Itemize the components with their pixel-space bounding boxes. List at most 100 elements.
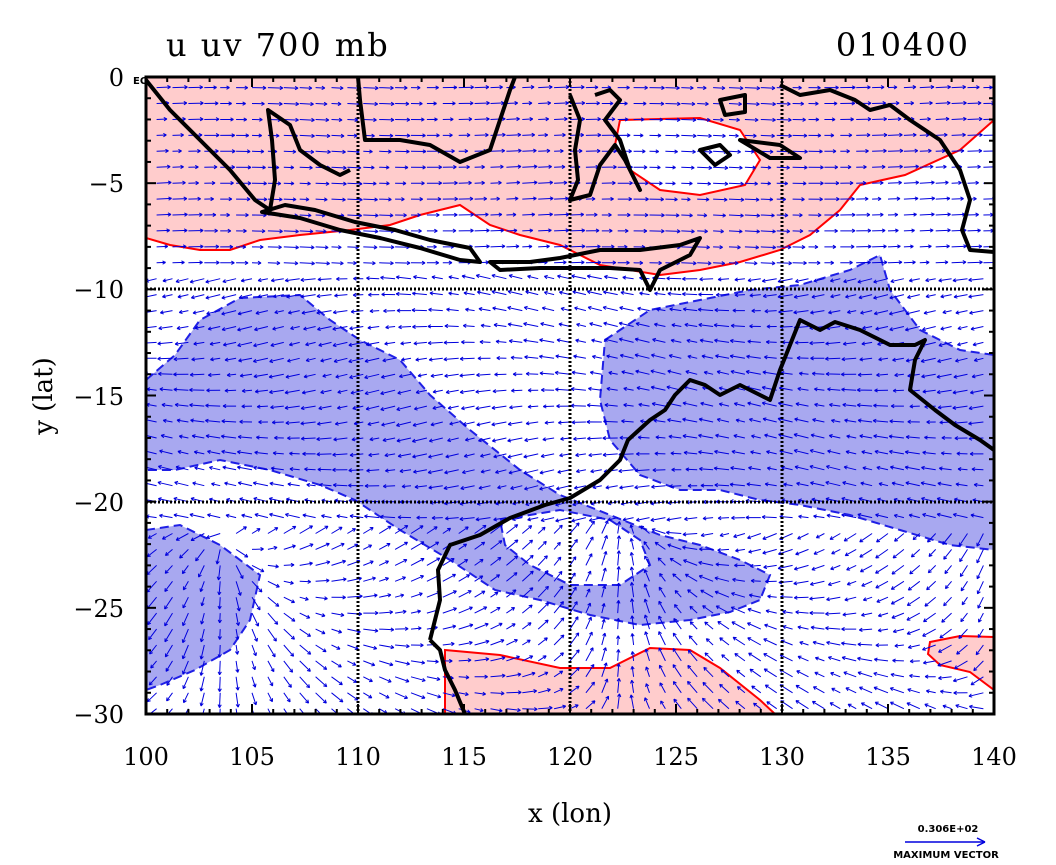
wind-vector [426, 181, 443, 186]
wind-vector [191, 357, 205, 362]
wind-vector [287, 357, 300, 363]
wind-vector [643, 614, 650, 630]
wind-vector [715, 433, 730, 439]
wind-vector [379, 245, 395, 250]
wind-vector [395, 85, 408, 90]
wind-vector [623, 403, 634, 408]
wind-vector [704, 621, 714, 630]
wind-vector [831, 548, 841, 555]
wind-vector [573, 354, 586, 359]
wind-vector [315, 229, 327, 234]
wind-vector [463, 291, 475, 296]
wind-vector [272, 294, 284, 299]
wind-vector [608, 370, 618, 376]
wind-vector [537, 585, 549, 598]
wind-vector [924, 435, 936, 440]
x-tick-label: 130 [759, 743, 805, 771]
wind-vector [537, 637, 548, 646]
wind-vector [461, 274, 475, 280]
wind-vector [763, 668, 777, 678]
wind-vector [731, 592, 746, 598]
wind-vector [268, 497, 284, 503]
wind-vector [301, 389, 316, 395]
wind-vector [267, 708, 272, 714]
wind-vector [638, 402, 650, 407]
wind-vector [592, 484, 602, 490]
wind-vector [684, 516, 698, 522]
wind-vector [398, 373, 412, 379]
wind-vector [507, 421, 523, 426]
wind-vector [701, 354, 714, 359]
wind-vector [527, 404, 539, 409]
wind-vector [367, 421, 380, 426]
wind-vector [935, 164, 947, 169]
wind-vector [951, 244, 967, 249]
wind-vector [350, 389, 364, 395]
wind-vector [305, 357, 316, 363]
wind-vector [267, 628, 277, 642]
wind-vector [953, 690, 968, 695]
wind-vector [621, 370, 634, 375]
wind-vector [363, 117, 377, 123]
wind-vector [521, 604, 533, 614]
wind-vector [363, 181, 377, 186]
wind-vector [188, 244, 204, 249]
wind-vector [156, 164, 171, 169]
wind-vector [798, 371, 809, 376]
wind-vector [629, 524, 635, 534]
wind-vector [843, 465, 857, 471]
wind-vector [824, 133, 835, 138]
wind-vector [717, 621, 730, 630]
y-axis-label: y (lat) [29, 357, 59, 436]
wind-vector [825, 480, 841, 487]
wind-vector [923, 310, 936, 315]
wind-vector [569, 704, 579, 710]
wind-vector [287, 482, 300, 487]
wind-vector [413, 469, 427, 474]
wind-vector [764, 482, 777, 487]
wind-vector [146, 450, 157, 455]
wind-vector [760, 197, 774, 202]
wind-vector [379, 165, 390, 170]
wind-vector [735, 548, 745, 553]
wind-vector [301, 310, 316, 315]
wind-vector [825, 356, 841, 361]
wind-vector [713, 213, 726, 218]
wind-vector [585, 132, 602, 138]
wind-vector [811, 294, 825, 299]
wind-vector [762, 370, 777, 375]
wind-vector [205, 294, 221, 300]
wind-vector [919, 148, 932, 154]
wind-vector [219, 708, 221, 714]
wind-vector [668, 434, 682, 439]
wind-vector [912, 533, 921, 541]
wind-vector [601, 632, 607, 646]
wind-vector [491, 437, 507, 443]
wind-vector [808, 197, 823, 202]
wind-vector [956, 451, 968, 456]
wind-vector [150, 660, 157, 669]
wind-vector [601, 212, 612, 218]
wind-vector [840, 117, 854, 122]
wind-vector [844, 596, 857, 602]
wind-vector [856, 196, 869, 201]
wind-vector [856, 387, 873, 393]
wind-vector [621, 419, 634, 424]
wind-vector [285, 420, 300, 426]
wind-vector [587, 305, 602, 312]
wind-vector [744, 229, 760, 234]
wind-vector [958, 628, 968, 639]
coastline-sumatra [146, 78, 351, 212]
wind-vector [410, 558, 425, 566]
wind-vector [649, 85, 665, 90]
wind-vector [299, 133, 315, 139]
wind-vector [748, 593, 761, 598]
wind-vector [559, 453, 571, 458]
wind-vector [525, 290, 539, 296]
wind-vector [411, 437, 428, 443]
wind-vector [926, 580, 937, 591]
wind-vector [283, 562, 295, 568]
wind-vector [182, 692, 189, 704]
wind-vector [746, 482, 761, 487]
wind-vector [538, 132, 549, 138]
